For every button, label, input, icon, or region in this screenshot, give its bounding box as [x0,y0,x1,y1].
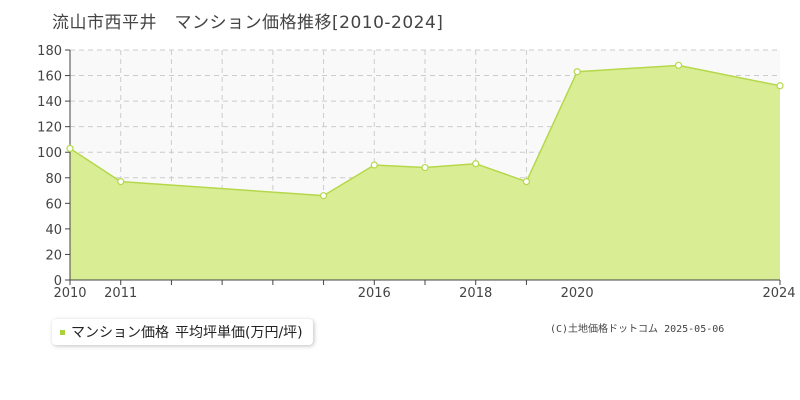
data-point [472,160,480,168]
y-tick-label: 20 [45,248,62,263]
data-point [522,178,531,186]
x-tick-label: 2010 [53,286,86,301]
data-point [370,161,378,169]
data-point [674,61,683,69]
x-tick-label: 2011 [104,286,137,301]
chart-title: 流山市西平井 マンション価格推移[2010-2024] [52,13,444,33]
y-tick-label: 120 [37,121,62,136]
y-tick-label: 80 [45,172,62,187]
data-point [66,144,74,152]
x-tick-label: 2024 [762,286,795,301]
tick-label-layer: 0 20 40 60 80 100 120 140 160 180 2010 2011 2016 2018… [37,44,795,301]
legend-swatch [60,329,65,335]
y-tick-label: 160 [37,70,62,85]
copyright-text: (C)土地価格ドットコム 2025-05-06 [550,324,725,335]
data-point [573,68,581,76]
axis-layer [65,49,781,285]
data-point [776,82,784,90]
y-tick-label: 100 [37,146,62,161]
legend-unit-label: 平均坪単価(万円/坪) [175,325,303,341]
series-line [69,64,781,197]
x-tick-label: 2016 [358,286,391,301]
y-tick-label: 40 [45,223,62,238]
legend: マンション価格 平均坪単価(万円/坪) [52,319,313,345]
data-point [319,192,328,200]
series-area [70,65,780,280]
legend-series-label: マンション価格 [71,325,169,341]
data-point [117,178,125,186]
y-tick-label: 140 [37,95,62,110]
marker-layer [66,61,784,200]
y-tick-label: 60 [45,197,62,212]
y-tick-label: 0 [54,274,62,289]
data-point [421,163,429,172]
y-tick-label: 180 [37,44,62,59]
x-tick-label: 2020 [561,286,594,301]
x-tick-label: 2018 [459,286,492,301]
